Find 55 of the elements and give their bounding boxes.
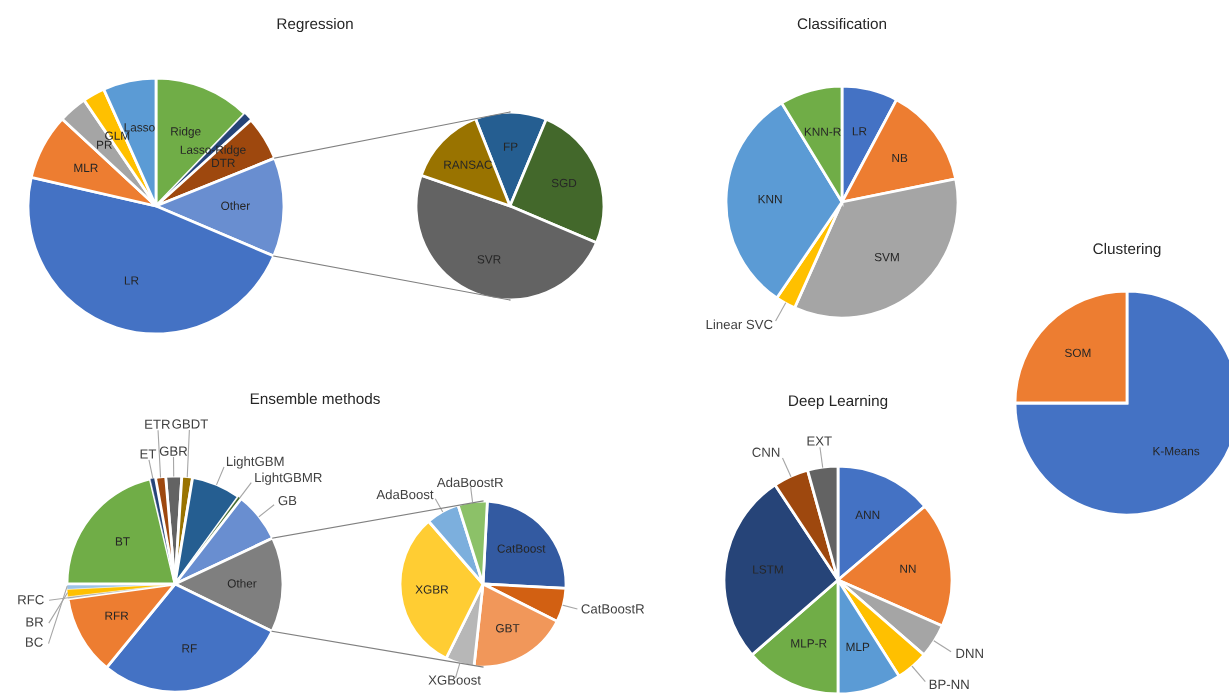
slice-label: CatBoost: [497, 544, 546, 553]
text: Regression: [277, 17, 353, 33]
slice-label: LR: [852, 127, 867, 136]
slice-label: PR: [97, 140, 112, 149]
chart-title: Deep Learning: [789, 394, 888, 410]
slice-label: BP-NN: [929, 679, 969, 689]
slice-label: Other: [221, 201, 250, 210]
slice-label: BT: [115, 537, 130, 546]
slice-label: DNN: [956, 648, 983, 658]
slice-label: MLR: [74, 163, 98, 172]
slice-label: CNN: [752, 447, 780, 457]
slice-label: AdaBoost: [376, 489, 434, 500]
slice-label: RFR: [105, 611, 129, 620]
slice-label: ANN: [855, 510, 880, 519]
slice-label: XGBoost: [428, 675, 481, 685]
slice-label: NB: [892, 153, 908, 163]
slice-label: AdaBoostR: [436, 477, 503, 488]
slice-label: NN: [900, 564, 916, 573]
slice-label: Ridge: [171, 126, 201, 138]
slice-label: LSTM: [753, 565, 783, 574]
slice-label: GBR: [159, 446, 188, 456]
slice-label: EXT: [807, 436, 832, 446]
slice-label: Other: [227, 578, 257, 588]
slice-label: KNN-R: [804, 127, 841, 136]
slice-label: GBT: [496, 624, 520, 633]
slice-label: Lasso: [124, 123, 155, 132]
chart-title: Ensemble methods: [250, 392, 380, 405]
slice-label: RFC: [18, 595, 44, 605]
slice-label: FP: [503, 142, 518, 151]
slice-label: SOM: [1064, 348, 1091, 358]
slice-label: RANSAC: [444, 160, 493, 169]
slice-label: GB: [278, 495, 297, 506]
slice-label: DTR: [212, 158, 235, 167]
slice-label: LR: [124, 276, 139, 285]
slice-label: KNN: [758, 195, 782, 204]
slice-label: Lasso-Ridge: [180, 145, 246, 157]
slice-label: MLP: [846, 642, 870, 651]
slice-label: BC: [26, 637, 43, 647]
slice-label: SVM: [874, 252, 899, 262]
slice-label: RF: [182, 644, 197, 653]
slice-label: SVR: [477, 255, 501, 264]
slice-label: XGBR: [415, 585, 449, 594]
slice-label: BR: [26, 617, 44, 627]
slice-label: CatBoostR: [581, 604, 645, 614]
slice-label: GBDT: [172, 419, 208, 429]
slice-label: MLP-R: [791, 639, 827, 648]
slice-label: SGD: [551, 178, 577, 188]
slice-label: Linear SVC: [706, 319, 773, 330]
slice-label: ET: [140, 449, 157, 459]
slice-label: LightGBMR: [255, 472, 322, 485]
slice-label: K-Means: [1153, 447, 1200, 456]
chart-title: Classification: [797, 17, 887, 30]
chart-title: Clustering: [1093, 242, 1161, 258]
slice-label: ETR: [145, 419, 170, 429]
slice-label: LightGBM: [226, 456, 284, 469]
